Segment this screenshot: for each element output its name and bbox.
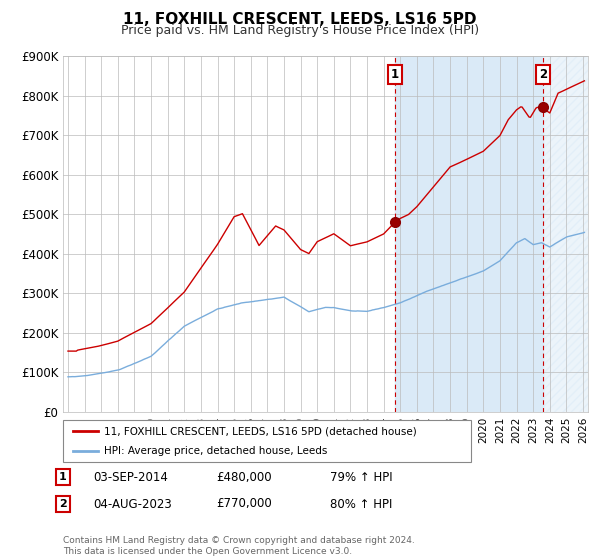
Text: Contains HM Land Registry data © Crown copyright and database right 2024.
This d: Contains HM Land Registry data © Crown c… (63, 536, 415, 556)
Text: £480,000: £480,000 (216, 470, 272, 484)
Text: 04-AUG-2023: 04-AUG-2023 (93, 497, 172, 511)
Text: 11, FOXHILL CRESCENT, LEEDS, LS16 5PD: 11, FOXHILL CRESCENT, LEEDS, LS16 5PD (123, 12, 477, 27)
Text: 79% ↑ HPI: 79% ↑ HPI (330, 470, 392, 484)
Text: 2: 2 (539, 68, 547, 81)
Text: 11, FOXHILL CRESCENT, LEEDS, LS16 5PD (detached house): 11, FOXHILL CRESCENT, LEEDS, LS16 5PD (d… (104, 426, 416, 436)
Bar (543, 56, 592, 412)
Text: 80% ↑ HPI: 80% ↑ HPI (330, 497, 392, 511)
Text: 2: 2 (59, 499, 67, 509)
Text: HPI: Average price, detached house, Leeds: HPI: Average price, detached house, Leed… (104, 446, 327, 456)
Text: 1: 1 (59, 472, 67, 482)
Bar (395, 56, 543, 412)
Text: 03-SEP-2014: 03-SEP-2014 (93, 470, 168, 484)
Text: Price paid vs. HM Land Registry's House Price Index (HPI): Price paid vs. HM Land Registry's House … (121, 24, 479, 36)
Text: 1: 1 (391, 68, 399, 81)
Text: £770,000: £770,000 (216, 497, 272, 511)
